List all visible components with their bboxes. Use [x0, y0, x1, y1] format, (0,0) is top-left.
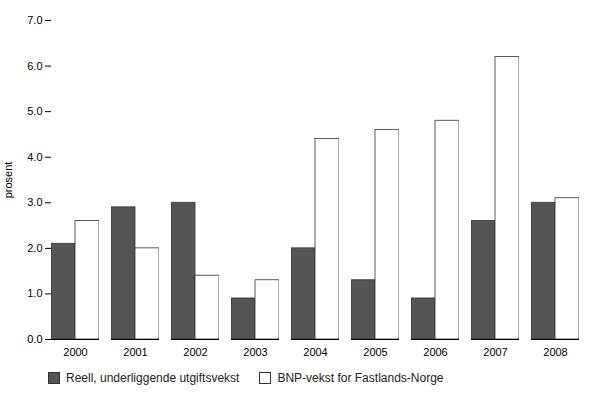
svg-text:2003: 2003 — [243, 346, 267, 358]
html-text:Reell, underliggende utgiftsve: Reell, underliggende utgiftsvekst — [66, 371, 240, 385]
svg-text:1.0: 1.0 — [27, 287, 42, 299]
html-text:BNP-vekst for Fastlands-Norge: BNP-vekst for Fastlands-Norge — [277, 371, 444, 385]
svg-text:2.0: 2.0 — [27, 242, 42, 254]
svg-text:6.0: 6.0 — [27, 60, 42, 72]
svg-text:7.0: 7.0 — [27, 14, 42, 26]
svg-text:2008: 2008 — [543, 346, 567, 358]
svg-text:2006: 2006 — [423, 346, 447, 358]
svg-text:2002: 2002 — [183, 346, 207, 358]
svg-text:0.0: 0.0 — [27, 333, 42, 345]
svg-text:prosent: prosent — [2, 162, 14, 199]
svg-text:2004: 2004 — [303, 346, 327, 358]
svg-text:2005: 2005 — [363, 346, 387, 358]
svg-text:2001: 2001 — [123, 346, 147, 358]
svg-text:2007: 2007 — [483, 346, 507, 358]
svg-text:3.0: 3.0 — [27, 196, 42, 208]
svg-text:2000: 2000 — [63, 346, 87, 358]
svg-text:4.0: 4.0 — [27, 151, 42, 163]
svg-text:5.0: 5.0 — [27, 105, 42, 117]
